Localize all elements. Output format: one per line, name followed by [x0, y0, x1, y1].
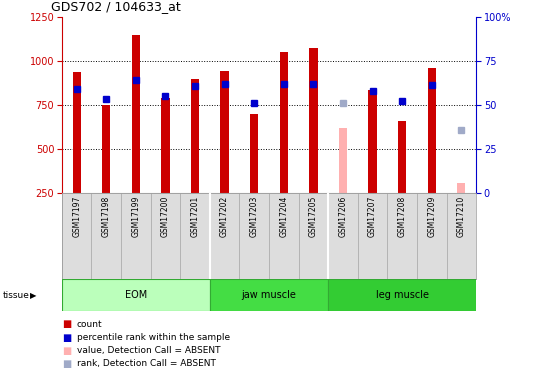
- Bar: [398, 121, 406, 193]
- Text: GDS702 / 104633_at: GDS702 / 104633_at: [51, 0, 181, 13]
- Text: ■: ■: [62, 346, 71, 355]
- Text: GSM17206: GSM17206: [338, 196, 348, 237]
- Bar: [387, 193, 417, 279]
- Bar: [328, 279, 476, 311]
- Text: ▶: ▶: [30, 291, 36, 300]
- Bar: [161, 98, 169, 193]
- Text: count: count: [77, 320, 103, 329]
- Bar: [280, 52, 288, 193]
- Bar: [180, 193, 210, 279]
- Bar: [210, 193, 239, 279]
- Bar: [73, 72, 81, 193]
- Text: GSM17210: GSM17210: [457, 196, 466, 237]
- Text: rank, Detection Call = ABSENT: rank, Detection Call = ABSENT: [77, 359, 216, 368]
- Bar: [132, 34, 140, 193]
- Bar: [221, 70, 229, 193]
- Text: GSM17209: GSM17209: [427, 196, 436, 237]
- Bar: [358, 193, 387, 279]
- Bar: [62, 279, 210, 311]
- Bar: [447, 193, 476, 279]
- Bar: [309, 48, 317, 193]
- Bar: [250, 114, 258, 193]
- Text: GSM17202: GSM17202: [220, 196, 229, 237]
- Bar: [121, 193, 151, 279]
- Bar: [102, 105, 110, 193]
- Bar: [369, 90, 377, 193]
- Bar: [457, 183, 465, 193]
- Text: jaw muscle: jaw muscle: [242, 290, 296, 300]
- Text: value, Detection Call = ABSENT: value, Detection Call = ABSENT: [77, 346, 221, 355]
- Text: GSM17208: GSM17208: [398, 196, 407, 237]
- Text: GSM17207: GSM17207: [368, 196, 377, 237]
- Text: GSM17205: GSM17205: [309, 196, 318, 237]
- Bar: [417, 193, 447, 279]
- Text: GSM17197: GSM17197: [72, 196, 81, 237]
- Bar: [191, 80, 199, 193]
- Text: GSM17203: GSM17203: [250, 196, 259, 237]
- Bar: [239, 193, 269, 279]
- Text: ■: ■: [62, 333, 71, 342]
- Bar: [299, 193, 328, 279]
- Text: ■: ■: [62, 320, 71, 329]
- Bar: [151, 193, 180, 279]
- Bar: [328, 193, 358, 279]
- Bar: [428, 68, 436, 193]
- Bar: [62, 193, 91, 279]
- Text: GSM17204: GSM17204: [279, 196, 288, 237]
- Text: GSM17198: GSM17198: [102, 196, 111, 237]
- Text: EOM: EOM: [125, 290, 147, 300]
- Bar: [339, 128, 347, 193]
- Bar: [210, 279, 328, 311]
- Bar: [91, 193, 121, 279]
- Text: tissue: tissue: [3, 291, 30, 300]
- Text: ■: ■: [62, 359, 71, 369]
- Bar: [269, 193, 299, 279]
- Text: percentile rank within the sample: percentile rank within the sample: [77, 333, 230, 342]
- Text: GSM17199: GSM17199: [131, 196, 140, 237]
- Text: GSM17200: GSM17200: [161, 196, 170, 237]
- Text: GSM17201: GSM17201: [190, 196, 200, 237]
- Text: leg muscle: leg muscle: [376, 290, 429, 300]
